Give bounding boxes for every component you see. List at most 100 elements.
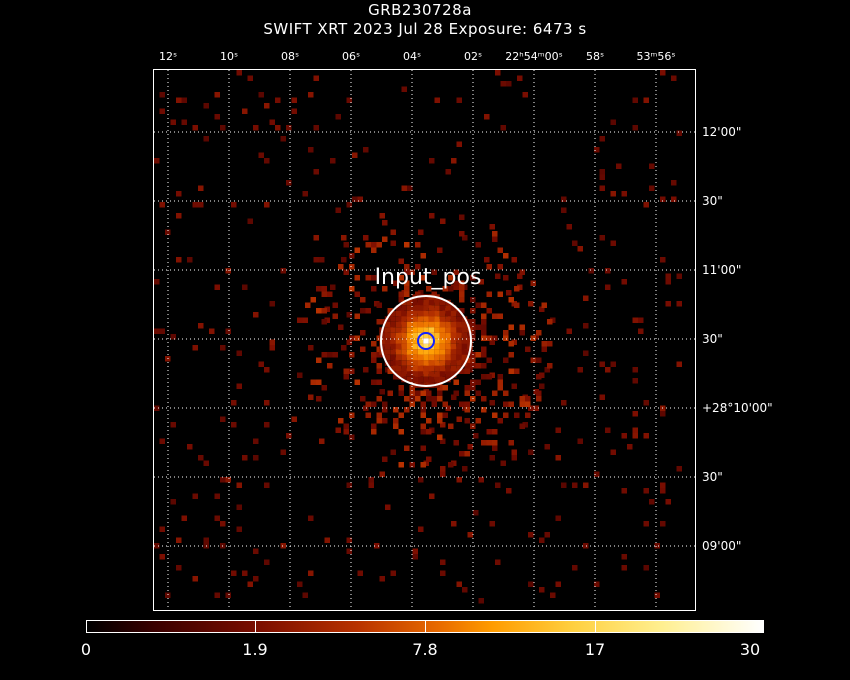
photon-pixel (297, 372, 303, 378)
photon-pixel (461, 327, 468, 333)
photon-pixel (599, 185, 605, 191)
photon-pixel (390, 343, 396, 350)
photon-pixel (360, 346, 366, 352)
photon-pixel (621, 279, 627, 285)
photon-pixel (522, 422, 528, 428)
photon-pixel (495, 559, 501, 565)
photon-pixel (519, 330, 525, 336)
photon-pixel (434, 97, 440, 103)
photon-pixel (357, 196, 363, 202)
photon-pixel (461, 349, 468, 355)
photon-pixel (387, 313, 393, 319)
photon-pixel (404, 396, 410, 402)
photon-pixel (253, 438, 259, 444)
photon-pixel (434, 360, 440, 366)
photon-pixel (450, 365, 457, 372)
photon-pixel (412, 338, 418, 344)
photon-pixel (439, 354, 446, 361)
photon-pixel (390, 240, 396, 246)
photon-pixel (406, 305, 413, 311)
photon-pixel (181, 97, 187, 103)
photon-pixel (412, 360, 418, 366)
photon-pixel (316, 379, 322, 385)
photon-pixel (610, 361, 616, 367)
photon-pixel (404, 264, 410, 270)
photon-pixel (643, 97, 649, 103)
photon-pixel (671, 75, 677, 81)
photon-pixel (572, 240, 578, 246)
photon-pixel (214, 114, 220, 120)
photon-pixel (445, 327, 451, 333)
photon-pixel (415, 390, 421, 396)
photon-pixel (310, 379, 316, 385)
photon-pixel (376, 412, 382, 418)
photon-pixel (401, 371, 407, 377)
photon-pixel (343, 242, 349, 248)
photon-pixel (404, 242, 410, 248)
photon-pixel (384, 354, 391, 361)
photon-pixel (445, 169, 451, 175)
photon-pixel (503, 275, 509, 281)
photon-pixel (332, 352, 338, 358)
photon-pixel (376, 368, 382, 374)
photon-pixel (308, 345, 314, 351)
photon-pixel (492, 412, 498, 418)
photon-pixel (231, 422, 237, 428)
photon-pixel (406, 310, 413, 317)
photon-pixel (437, 434, 443, 440)
photon-pixel (209, 328, 215, 334)
photon-pixel (517, 273, 523, 279)
photon-pixel (305, 302, 311, 308)
photon-pixel (349, 352, 355, 358)
photon-pixel (360, 330, 366, 336)
photon-pixel (423, 360, 429, 366)
photon-pixel (461, 321, 468, 328)
photon-pixel (406, 343, 413, 350)
photon-pixel (418, 477, 424, 483)
photon-pixel (176, 97, 182, 103)
photon-pixel (181, 515, 187, 521)
photon-pixel (313, 169, 319, 175)
photon-pixel (506, 488, 512, 494)
photon-pixel (511, 339, 517, 345)
photon-pixel (253, 548, 259, 554)
photon-pixel (384, 349, 391, 355)
photon-pixel (528, 449, 534, 455)
photon-pixel (464, 451, 470, 457)
photon-pixel (459, 308, 465, 314)
photon-pixel (302, 592, 308, 598)
photon-pixel (417, 338, 424, 344)
photon-pixel (610, 449, 616, 455)
photon-pixel (220, 125, 226, 131)
photon-pixel (225, 592, 231, 598)
photon-pixel (395, 316, 402, 322)
photon-pixel (401, 349, 407, 355)
photon-pixel (459, 401, 465, 407)
photon-pixel (316, 308, 322, 314)
photon-pixel (384, 338, 391, 344)
photon-pixel (508, 297, 514, 303)
photon-pixel (376, 396, 382, 402)
photon-pixel (390, 229, 396, 235)
photon-pixel (280, 543, 286, 549)
photon-pixel (456, 141, 462, 147)
photon-pixel (497, 418, 503, 424)
photon-pixel (154, 328, 160, 334)
plot-frame (153, 69, 696, 611)
photon-pixel (418, 229, 424, 235)
photon-pixel (605, 284, 611, 290)
photon-pixel (605, 367, 611, 373)
photon-pixel (445, 338, 451, 344)
photon-pixel (407, 185, 413, 191)
photon-pixel (406, 371, 413, 377)
photon-pixel (555, 427, 561, 433)
photon-pixel (417, 327, 424, 333)
photon-pixel (665, 273, 671, 279)
photon-pixel (530, 280, 536, 286)
photon-pixel (426, 286, 432, 292)
photon-pixel (324, 537, 330, 543)
photon-pixel (445, 310, 451, 317)
photon-pixel (464, 418, 470, 424)
photon-pixel (406, 321, 413, 328)
photon-pixel (308, 394, 314, 400)
